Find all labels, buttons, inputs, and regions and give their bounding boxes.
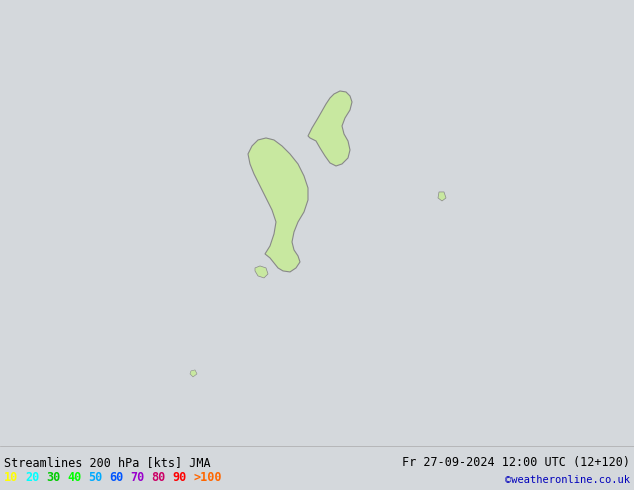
Polygon shape [308, 91, 352, 166]
Text: >100: >100 [193, 471, 221, 485]
Text: 20: 20 [25, 471, 39, 485]
Polygon shape [190, 370, 197, 377]
Text: 30: 30 [46, 471, 60, 485]
Text: 40: 40 [67, 471, 81, 485]
Text: 50: 50 [88, 471, 102, 485]
Polygon shape [248, 138, 308, 272]
Text: Streamlines 200 hPa [kts] JMA: Streamlines 200 hPa [kts] JMA [4, 456, 210, 469]
Text: 80: 80 [151, 471, 165, 485]
Text: ©weatheronline.co.uk: ©weatheronline.co.uk [505, 475, 630, 485]
Polygon shape [255, 266, 268, 278]
Text: 10: 10 [4, 471, 18, 485]
Text: Fr 27-09-2024 12:00 UTC (12+120): Fr 27-09-2024 12:00 UTC (12+120) [402, 456, 630, 469]
Polygon shape [438, 192, 446, 201]
Text: 70: 70 [130, 471, 145, 485]
Text: 90: 90 [172, 471, 186, 485]
Text: 60: 60 [109, 471, 123, 485]
